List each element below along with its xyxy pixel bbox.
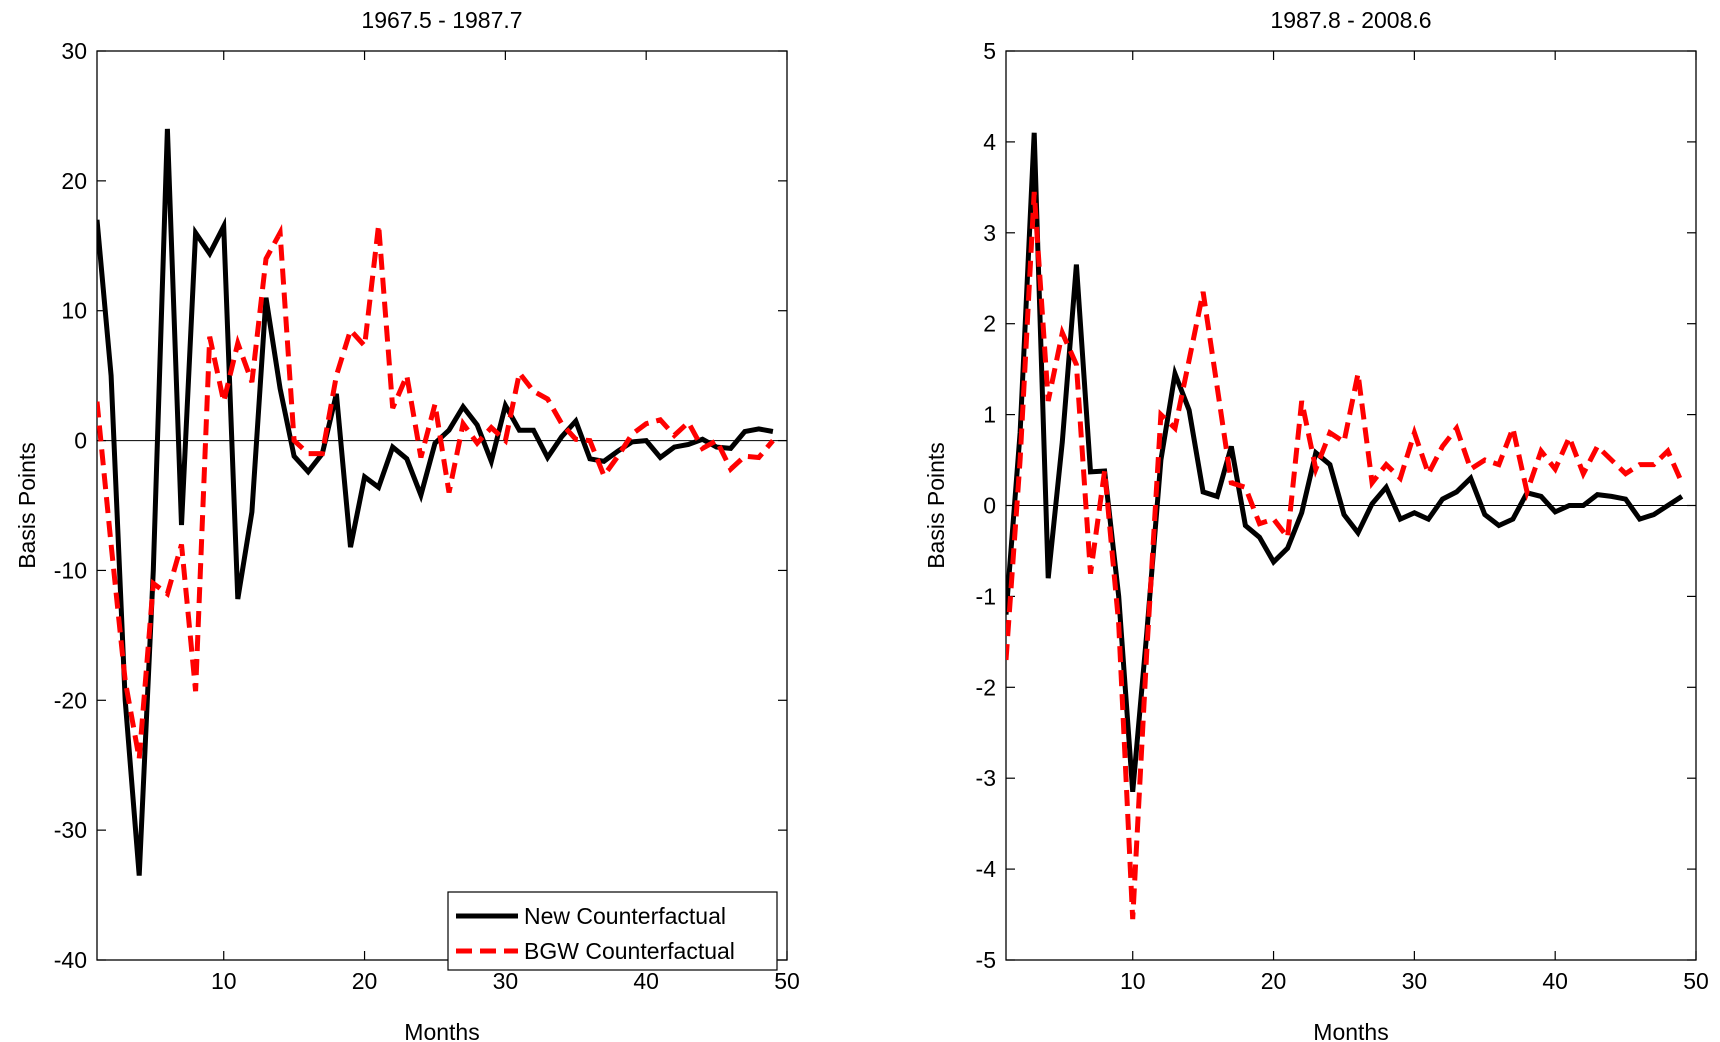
legend-entry: BGW Counterfactual <box>524 938 735 964</box>
y-tick-label: -3 <box>976 765 996 791</box>
chart-panel-2: -5 -4 -3 -2 -1 0 1 2 3 4 5 10 20 30 40 50 1987.8 - 2008.… <box>923 7 1709 1042</box>
y-tick-label: 10 <box>61 298 87 324</box>
series-line-bgw-counterfactual <box>1006 191 1685 920</box>
x-tick-label: 20 <box>352 968 378 994</box>
legend-entry: New Counterfactual <box>524 903 726 929</box>
series-line-new-counterfactual <box>97 128 774 876</box>
x-tick-label: 30 <box>1402 968 1428 994</box>
x-tick-label: 10 <box>211 968 237 994</box>
x-tick-label: 50 <box>1683 968 1709 994</box>
x-tick-label: 20 <box>1261 968 1287 994</box>
y-tick-label: 2 <box>983 311 996 337</box>
y-tick-label: 20 <box>61 168 87 194</box>
series-line-bgw-counterfactual <box>97 224 775 760</box>
x-tick-label: 40 <box>1542 968 1568 994</box>
x-tick-label: 50 <box>774 968 800 994</box>
y-tick-label: -4 <box>976 856 997 882</box>
y-tick-label: 1 <box>983 402 996 428</box>
chart-title: 1967.5 - 1987.7 <box>361 7 522 33</box>
legend: New Counterfactual BGW Counterfactual <box>447 891 778 971</box>
y-tick-label: -40 <box>54 947 87 973</box>
series-line-new-counterfactual <box>1006 132 1684 793</box>
legend-box <box>447 891 778 971</box>
y-axis-label: Basis Points <box>14 442 40 569</box>
chart-title: 1987.8 - 2008.6 <box>1270 7 1431 33</box>
chart-panel-1: -40 -30 -20 -10 0 10 20 30 10 20 30 40 50 1967.5 - 19… <box>14 7 800 1042</box>
y-tick-label: -10 <box>54 557 87 583</box>
y-tick-label: 4 <box>983 129 996 155</box>
y-tick-label: -5 <box>976 947 996 973</box>
x-tick-label: 10 <box>1120 968 1146 994</box>
x-axis-label: Months <box>404 1019 479 1042</box>
x-tick-label: 30 <box>493 968 519 994</box>
x-axis-label: Months <box>1313 1019 1388 1042</box>
y-tick-label: -30 <box>54 817 87 843</box>
y-tick-label: 5 <box>983 38 996 64</box>
y-tick-label: -20 <box>54 687 87 713</box>
y-tick-label: 3 <box>983 220 996 246</box>
y-tick-label: 0 <box>74 428 87 454</box>
y-tick-label: -2 <box>976 674 996 700</box>
y-axis-label: Basis Points <box>923 442 949 569</box>
x-tick-label: 40 <box>633 968 659 994</box>
plot-area <box>96 50 788 961</box>
y-tick-label: -1 <box>976 583 996 609</box>
y-tick-label: 30 <box>61 38 87 64</box>
y-tick-label: 0 <box>983 493 996 519</box>
